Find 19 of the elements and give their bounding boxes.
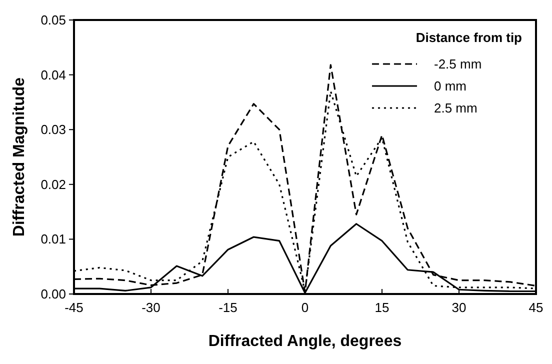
x-tick-label: 0	[301, 300, 309, 315]
x-tick-label: -45	[64, 300, 84, 315]
y-tick-label: 0.02	[40, 176, 66, 192]
y-tick-label: 0.01	[40, 232, 66, 247]
y-tick-label: 0.05	[40, 12, 66, 28]
x-tick-label: 15	[374, 300, 390, 315]
y-tick-label: 0.00	[40, 286, 66, 302]
y-tick-label: 0.04	[40, 67, 66, 82]
legend-label: 2.5 mm	[434, 100, 478, 116]
legend-label: -2.5 mm	[434, 56, 482, 72]
legend-label: 0 mm	[434, 78, 466, 94]
x-tick-label: 30	[452, 300, 466, 315]
legend-title: Distance from tip	[416, 30, 522, 45]
x-axis-title: Diffracted Angle, degrees	[208, 333, 402, 350]
y-axis-title: Diffracted Magnitude	[11, 77, 28, 237]
x-tick-label: -30	[142, 300, 160, 315]
x-tick-label: -15	[218, 300, 238, 315]
y-tick-label: 0.03	[40, 122, 66, 138]
x-tick-label: 45	[528, 300, 544, 315]
